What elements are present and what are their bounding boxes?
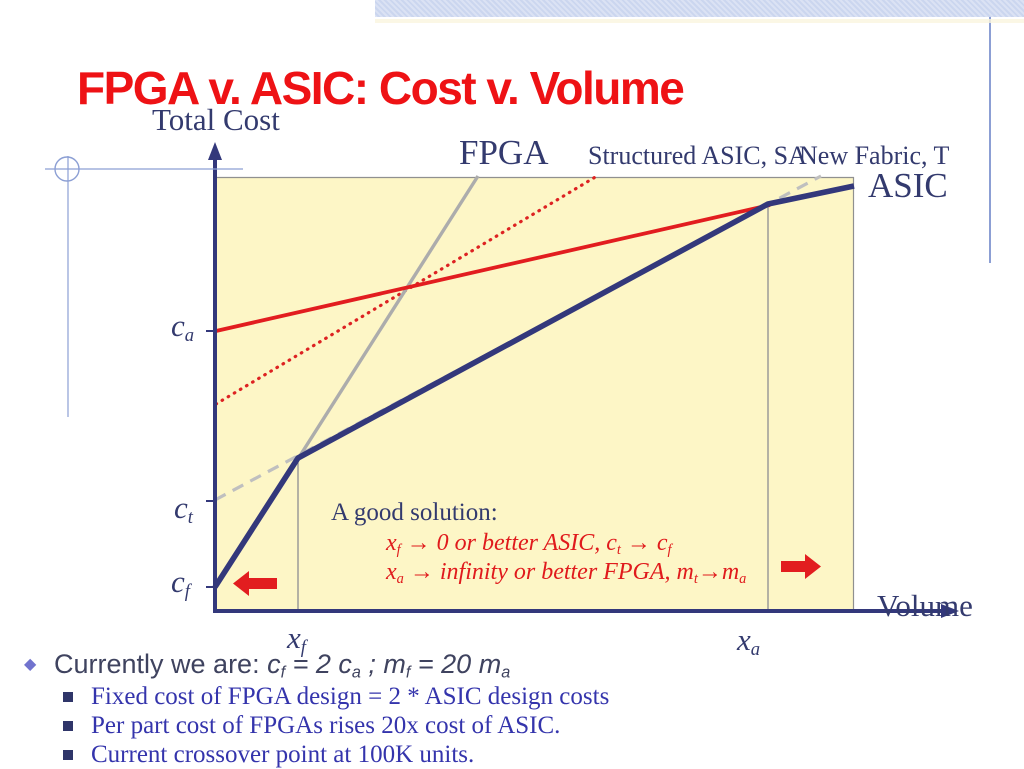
asic-line: [215, 203, 771, 333]
x-tick-xf: xf: [287, 620, 306, 659]
new-fabric-line-label: New Fabric, T: [799, 141, 950, 170]
page-title: FPGA v. ASIC: Cost v. Volume: [77, 62, 685, 114]
y-axis-label: Total Cost: [152, 102, 280, 137]
top-accent-bar: [375, 0, 1024, 17]
bullet-main: Currently we are: cf = 2 ca ; mf = 20 ma: [54, 649, 511, 682]
annotation-line-1: xf → 0 or better ASIC, ct → cf: [386, 530, 672, 559]
plot-area: [215, 177, 854, 611]
best-cost-line: [212, 183, 855, 589]
x-axis-arrowhead: [941, 604, 959, 618]
diamond-bullet-icon: ◆: [24, 654, 37, 673]
bullet-sub-1: Fixed cost of FPGA design = 2 * ASIC des…: [91, 683, 610, 710]
asic-line-label: ASIC: [868, 166, 948, 205]
bullet-sub-3: Current crossover point at 100K units.: [91, 741, 475, 768]
bullet-sub-2: Per part cost of FPGAs rises 20x cost of…: [91, 712, 561, 739]
square-bullet-icon: [63, 750, 73, 760]
top-accent-bar-underline: [375, 19, 1024, 23]
square-bullet-icon: [63, 721, 73, 731]
y-tick-cf: cf: [171, 564, 190, 603]
structured-asic-line-label: Structured ASIC, SA: [588, 141, 807, 170]
y-tick-ca: ca: [171, 308, 195, 347]
x-axis-label: Volume: [877, 588, 973, 623]
arrow-left-icon: [233, 571, 277, 596]
x-tick-xa: xa: [737, 622, 761, 661]
y-tick-ct: ct: [174, 490, 193, 529]
y-axis-arrowhead: [208, 142, 222, 160]
annotation-heading: A good solution:: [331, 499, 498, 526]
arrow-right-icon: [781, 554, 821, 579]
fpga-line: [294, 175, 480, 463]
fpga-line-label: FPGA: [459, 133, 549, 172]
annotation-line-2: xa → infinity or better FPGA, mt→ma: [386, 559, 747, 588]
square-bullet-icon: [63, 692, 73, 702]
